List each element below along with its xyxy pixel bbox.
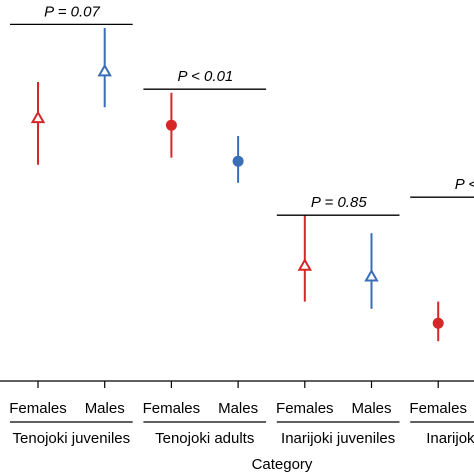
annotations: P = 0.07 P < 0.01 P = 0.85 P < 0 bbox=[10, 3, 474, 216]
tick-label: Males bbox=[351, 400, 391, 417]
tick-label: Females bbox=[9, 400, 67, 417]
significance-label: P = 0.85 bbox=[311, 194, 367, 211]
group-label: Inarijoki bbox=[426, 430, 474, 447]
tick-label: Females bbox=[276, 400, 334, 417]
data-point-circle bbox=[432, 317, 444, 329]
tick-label: Females bbox=[409, 400, 467, 417]
group-labels: Tenojoki juveniles Tenojoki adults Inarijo… bbox=[10, 421, 474, 447]
data-point-triangle bbox=[364, 268, 379, 282]
tick-label: Females bbox=[143, 400, 201, 417]
group-label: Tenojoki juveniles bbox=[13, 430, 131, 447]
x-ticks bbox=[37, 381, 439, 388]
x-tick-labels: Females Males Females Males Females Males Fema… bbox=[9, 400, 467, 417]
significance-label: P < 0.01 bbox=[178, 68, 234, 85]
group-label: Inarijoki juveniles bbox=[281, 430, 395, 447]
tick-label: Males bbox=[218, 400, 258, 417]
data-point-circle bbox=[165, 119, 177, 131]
data-point-triangle bbox=[297, 258, 313, 271]
data-point-triangle bbox=[30, 110, 46, 124]
group-label: Tenojoki adults bbox=[155, 430, 254, 447]
tick-label: Males bbox=[85, 400, 125, 417]
significance-label: P < 0 bbox=[455, 176, 474, 193]
data-point-triangle bbox=[97, 63, 112, 77]
data-point-circle bbox=[232, 155, 244, 167]
x-axis-label: Category bbox=[252, 456, 313, 473]
data-marks bbox=[30, 28, 444, 342]
significance-label: P = 0.07 bbox=[44, 3, 100, 20]
